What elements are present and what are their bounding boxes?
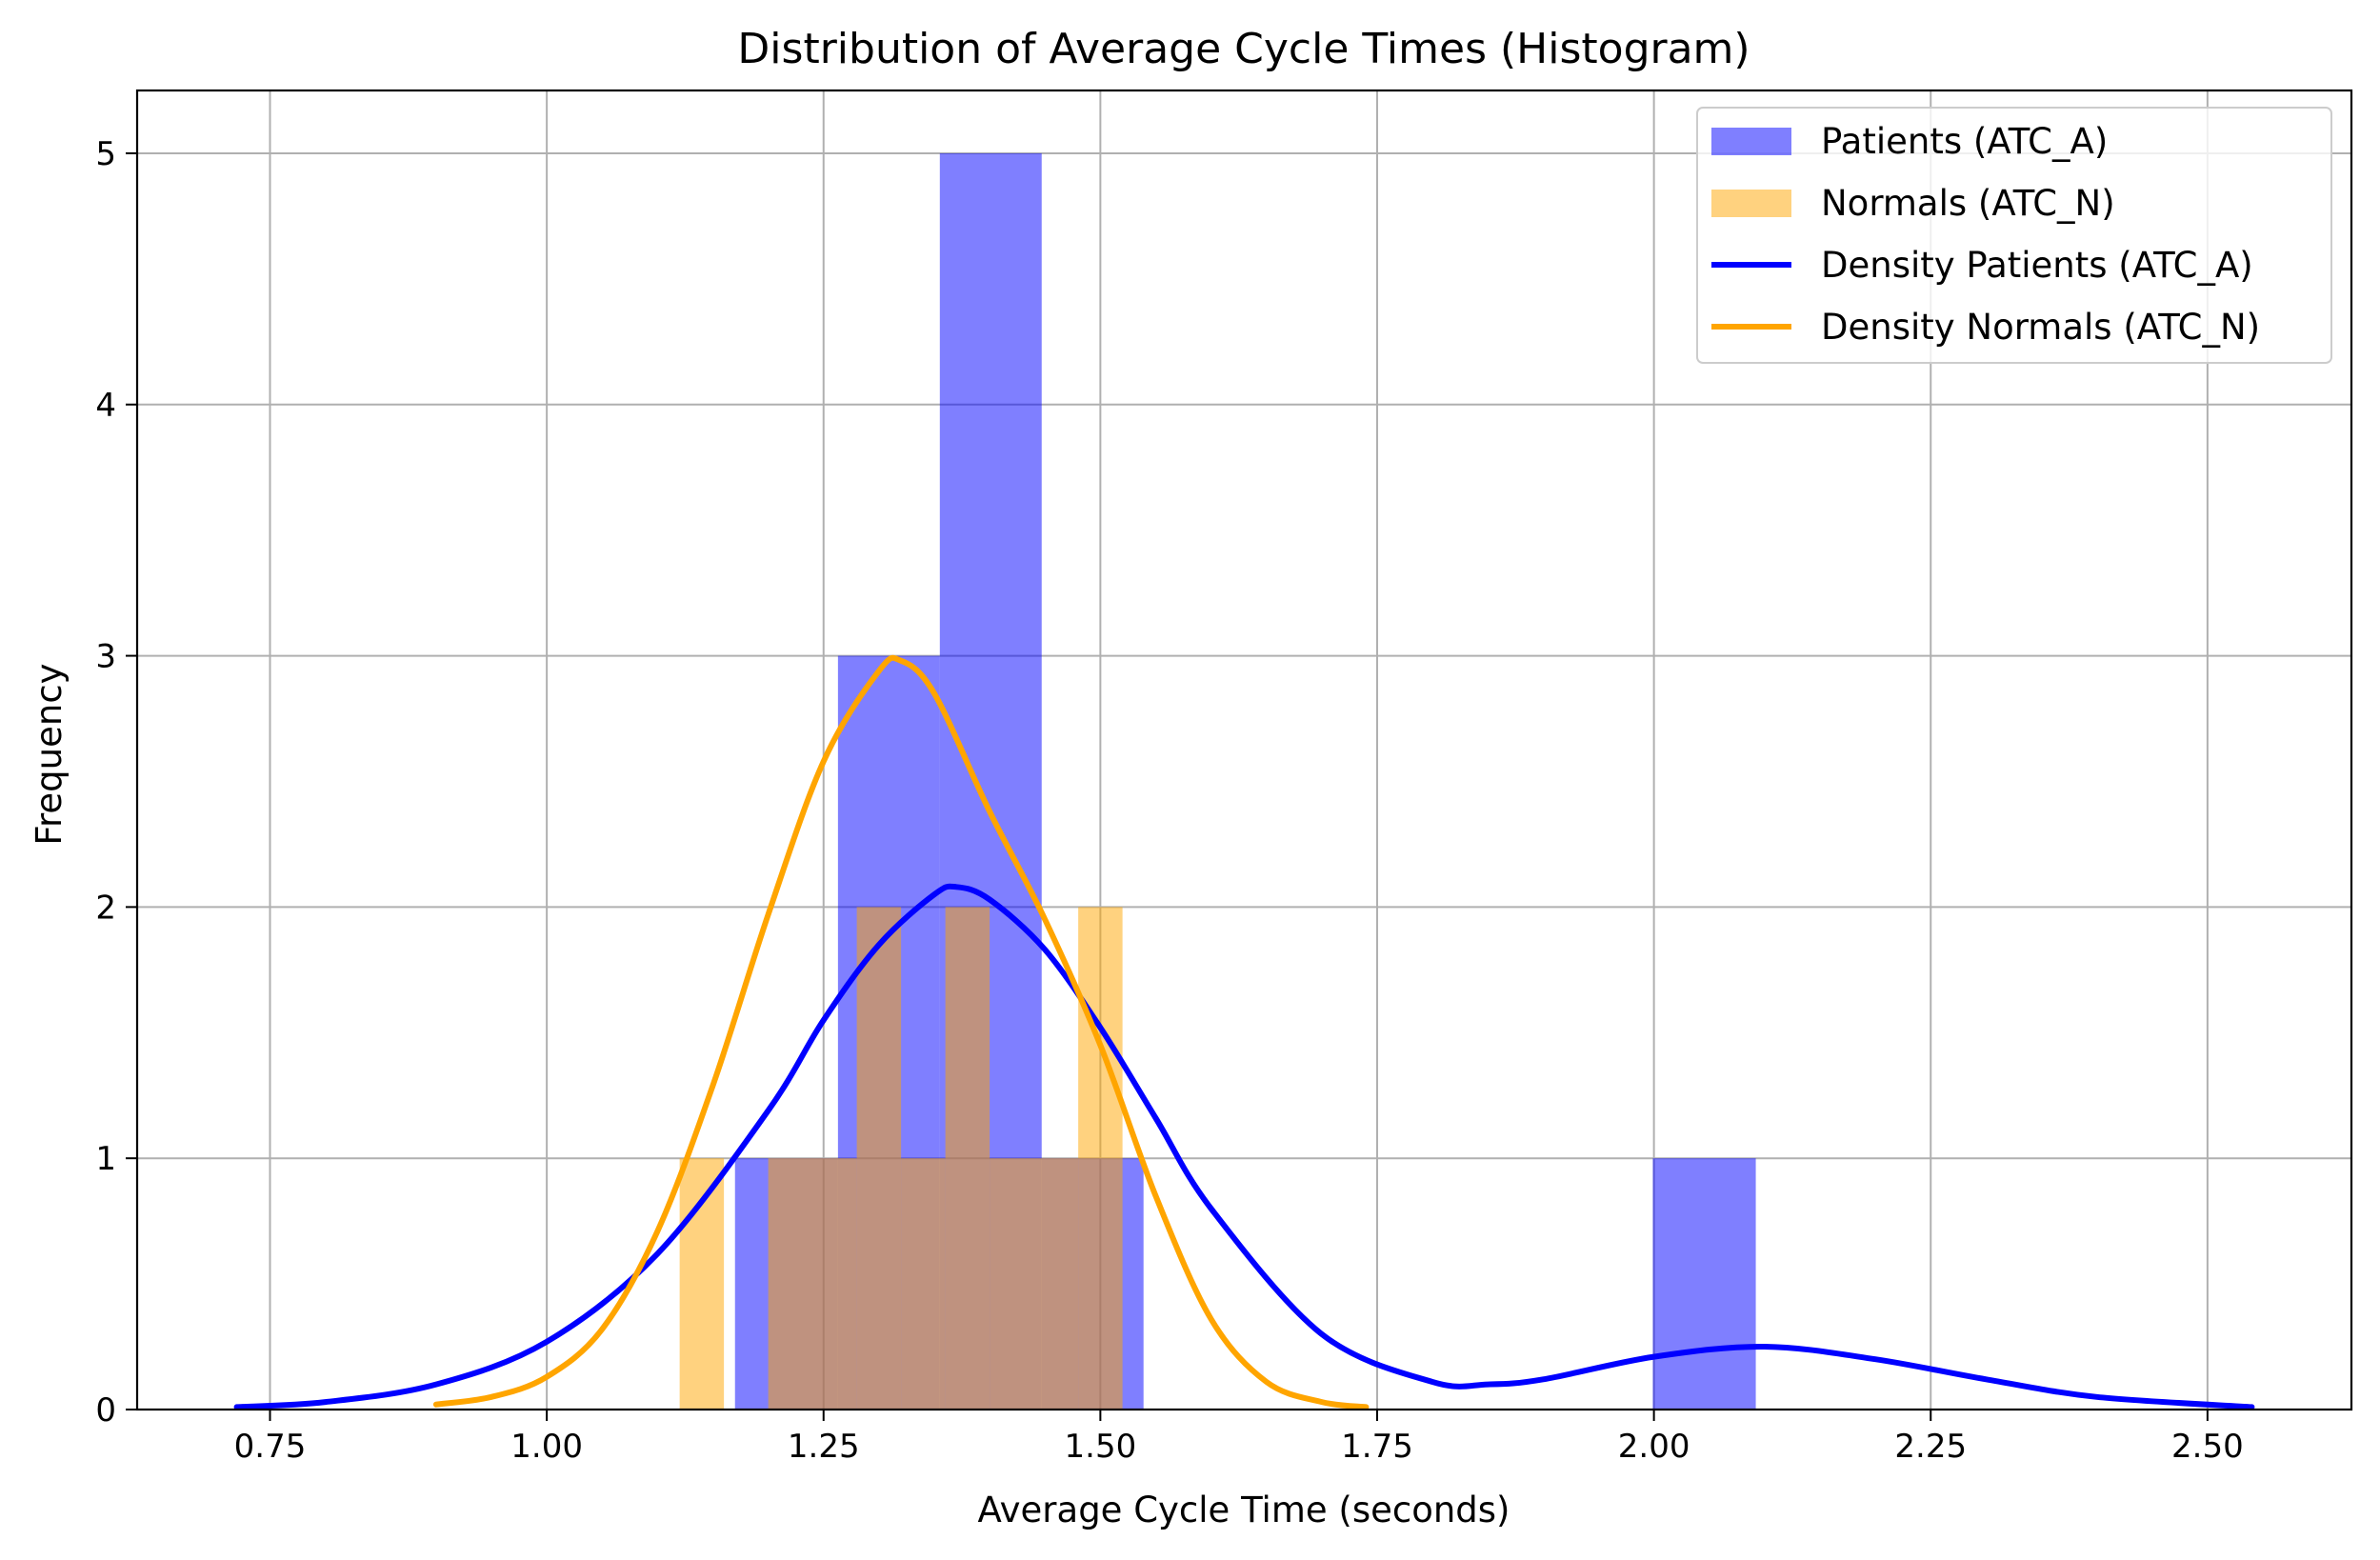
legend-swatch bbox=[1711, 128, 1791, 155]
histogram-bar bbox=[1078, 907, 1123, 1410]
axis-ticks: 0.75 1.00 1.25 1.50 1.75 2.00 2.25 2.50 0 1 2 3 4 5 bbox=[95, 135, 2243, 1466]
y-tick-label: 3 bbox=[95, 638, 116, 676]
x-tick-label: 2.50 bbox=[2171, 1428, 2244, 1466]
x-tick-label: 2.25 bbox=[1894, 1428, 1967, 1466]
x-tick-label: 1.00 bbox=[510, 1428, 583, 1466]
plot-frame bbox=[135, 89, 2353, 1411]
x-tick-label: 1.25 bbox=[788, 1428, 860, 1466]
x-tick-label: 0.75 bbox=[234, 1428, 307, 1466]
histogram-bar bbox=[768, 1158, 857, 1410]
y-axis-label: Frequency bbox=[29, 663, 70, 845]
density-curve-line bbox=[233, 883, 2255, 1410]
y-tick-label: 5 bbox=[95, 135, 116, 173]
legend-label: Normals (ATC_N) bbox=[1821, 183, 2115, 224]
histogram-bar bbox=[1652, 1158, 1756, 1410]
legend-swatch bbox=[1711, 190, 1791, 217]
x-tick-label: 1.50 bbox=[1065, 1428, 1137, 1466]
legend-label: Density Patients (ATC_A) bbox=[1821, 245, 2253, 286]
y-tick-label: 2 bbox=[95, 889, 116, 927]
legend-label: Patients (ATC_A) bbox=[1821, 121, 2108, 162]
density-curve-line bbox=[432, 654, 1370, 1410]
y-tick-label: 4 bbox=[95, 387, 116, 425]
x-tick-label: 1.75 bbox=[1341, 1428, 1413, 1466]
histogram-bar bbox=[856, 907, 902, 1410]
histogram-bars bbox=[679, 152, 1756, 1410]
histogram-bar bbox=[679, 1158, 725, 1410]
y-tick-label: 1 bbox=[95, 1140, 116, 1178]
legend: Patients (ATC_A) Normals (ATC_N) Density P… bbox=[1696, 107, 2332, 364]
legend-frame bbox=[1696, 107, 2332, 364]
density-curves bbox=[233, 654, 2255, 1410]
chart-title: Distribution of Average Cycle Times (His… bbox=[737, 25, 1750, 73]
histogram-bar bbox=[990, 1158, 1079, 1410]
x-axis-label: Average Cycle Time (seconds) bbox=[978, 1490, 1510, 1530]
histogram-bar bbox=[945, 907, 990, 1410]
x-tick-label: 2.00 bbox=[1618, 1428, 1690, 1466]
y-tick-label: 0 bbox=[95, 1391, 116, 1430]
histogram-bar bbox=[901, 1158, 946, 1410]
legend-label: Density Normals (ATC_N) bbox=[1821, 307, 2260, 348]
